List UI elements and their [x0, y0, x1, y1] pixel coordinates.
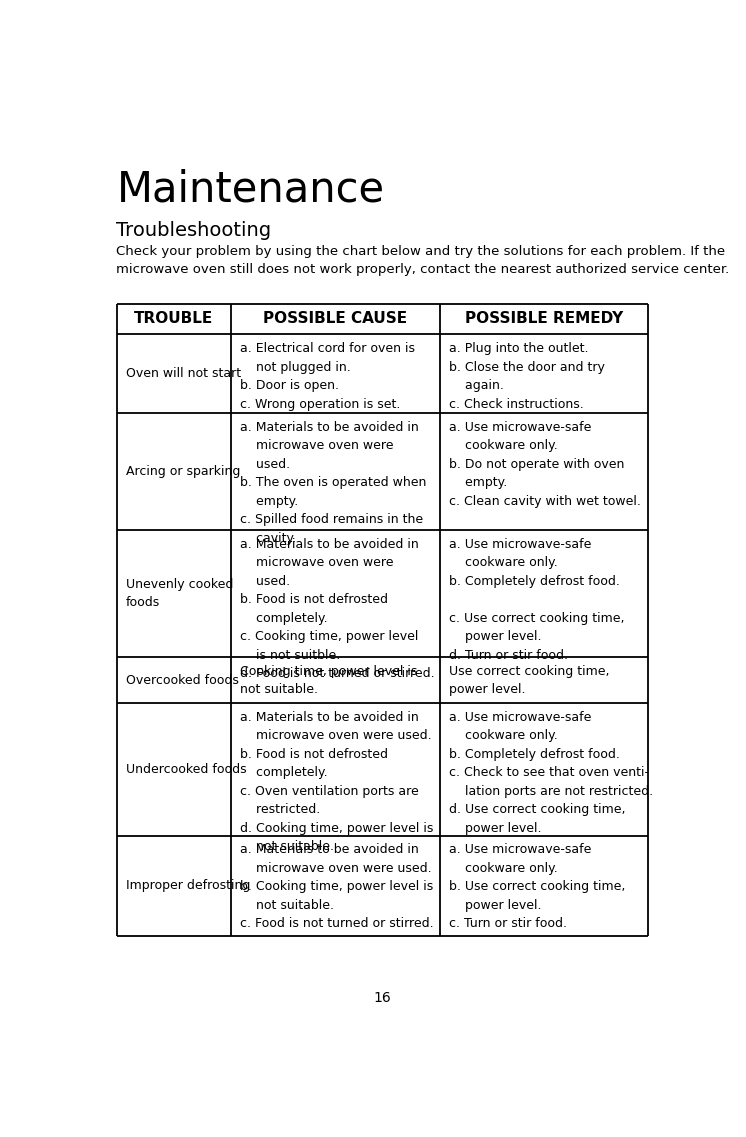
Text: 16: 16 — [374, 991, 391, 1005]
Text: POSSIBLE REMEDY: POSSIBLE REMEDY — [465, 312, 623, 326]
Text: Use correct cooking time,
power level.: Use correct cooking time, power level. — [449, 665, 609, 696]
Text: Unevenly cooked
foods: Unevenly cooked foods — [126, 579, 233, 608]
Text: Check your problem by using the chart below and try the solutions for each probl: Check your problem by using the chart be… — [116, 244, 730, 275]
Text: a. Plug into the outlet.
b. Close the door and try
    again.
c. Check instructi: a. Plug into the outlet. b. Close the do… — [449, 342, 605, 410]
Text: a. Materials to be avoided in
    microwave oven were
    used.
b. Food is not d: a. Materials to be avoided in microwave … — [240, 538, 435, 680]
Text: Improper defrosting: Improper defrosting — [126, 879, 250, 893]
Text: Arcing or sparking: Arcing or sparking — [126, 465, 240, 478]
Text: Maintenance: Maintenance — [116, 168, 385, 210]
Text: a. Use microwave-safe
    cookware only.
b. Completely defrost food.

c. Use cor: a. Use microwave-safe cookware only. b. … — [449, 538, 624, 662]
Text: a. Use microwave-safe
    cookware only.
b. Use correct cooking time,
    power : a. Use microwave-safe cookware only. b. … — [449, 844, 625, 930]
Text: a. Materials to be avoided in
    microwave oven were used.
b. Cooking time, pow: a. Materials to be avoided in microwave … — [240, 844, 433, 930]
Text: Overcooked foods: Overcooked foods — [126, 673, 239, 687]
Text: a. Materials to be avoided in
    microwave oven were
    used.
b. The oven is o: a. Materials to be avoided in microwave … — [240, 421, 427, 545]
Text: Undercooked foods: Undercooked foods — [126, 763, 246, 775]
Text: POSSIBLE CAUSE: POSSIBLE CAUSE — [263, 312, 407, 326]
Text: a. Use microwave-safe
    cookware only.
b. Do not operate with oven
    empty.
: a. Use microwave-safe cookware only. b. … — [449, 421, 641, 507]
Text: Oven will not start: Oven will not start — [126, 367, 241, 380]
Text: a. Materials to be avoided in
    microwave oven were used.
b. Food is not defro: a. Materials to be avoided in microwave … — [240, 711, 433, 854]
Text: Troubleshooting: Troubleshooting — [116, 221, 272, 240]
Text: TROUBLE: TROUBLE — [134, 312, 213, 326]
Text: a. Use microwave-safe
    cookware only.
b. Completely defrost food.
c. Check to: a. Use microwave-safe cookware only. b. … — [449, 711, 653, 835]
Text: a. Electrical cord for oven is
    not plugged in.
b. Door is open.
c. Wrong ope: a. Electrical cord for oven is not plugg… — [240, 342, 415, 410]
Text: Cooking time, power level is
not suitable.: Cooking time, power level is not suitabl… — [240, 665, 418, 696]
